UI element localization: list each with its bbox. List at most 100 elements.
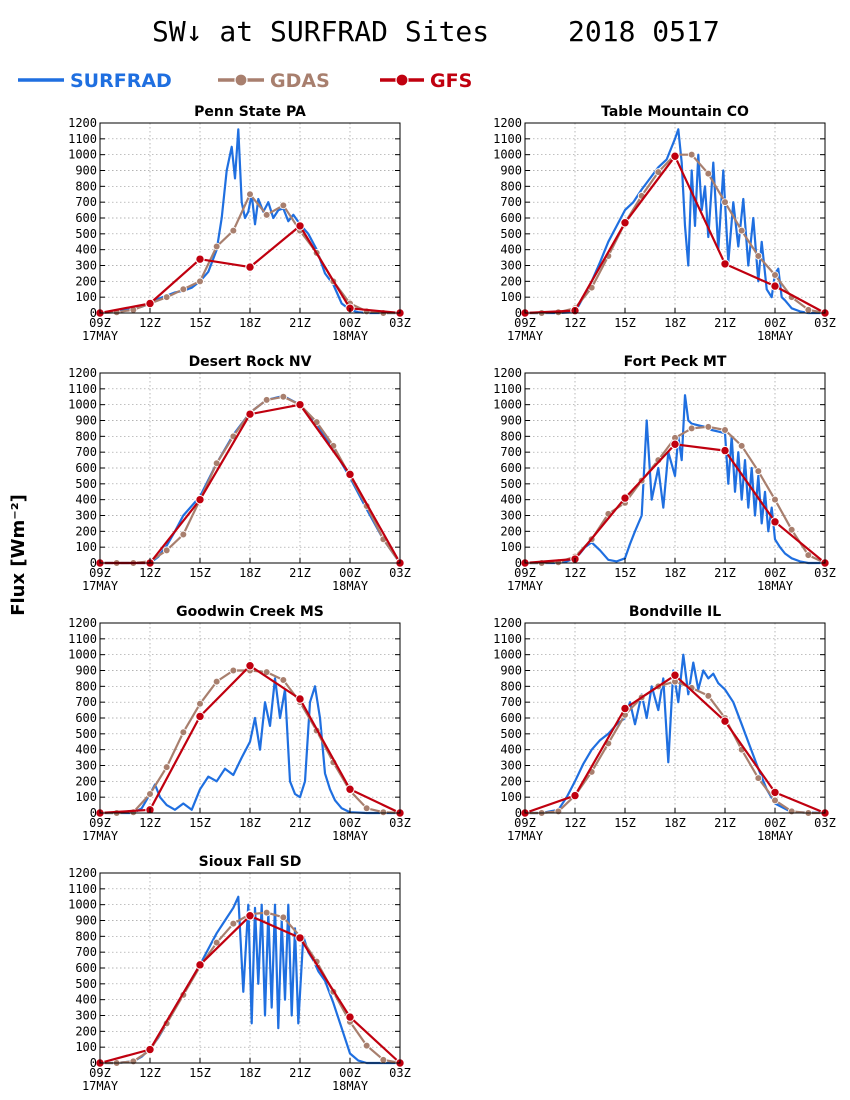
y-tick-label: 400	[75, 993, 97, 1007]
figure-title: SW↓ at SURFRAD Sites	[152, 15, 489, 48]
y-tick-label: 1100	[493, 132, 522, 146]
x-tick-label: 15Z	[189, 816, 211, 830]
y-tick-label: 700	[75, 195, 97, 209]
y-tick-label: 1000	[68, 898, 97, 912]
x-tick-label: 03Z	[389, 1066, 411, 1080]
y-tick-label: 1000	[493, 648, 522, 662]
gfs-point-penn-state-pa	[295, 221, 305, 231]
gdas-point-desert-rock-nv	[162, 546, 171, 555]
gdas-point-fort-peck-mt	[771, 495, 779, 504]
y-tick-label: 300	[75, 509, 97, 523]
legend-gfs-label: GFS	[430, 70, 472, 92]
y-tick-label: 800	[75, 429, 97, 443]
y-tick-label: 0	[515, 306, 522, 320]
y-tick-label: 200	[75, 774, 97, 788]
gfs-point-desert-rock-nv	[295, 399, 305, 410]
y-tick-label: 1200	[68, 616, 97, 630]
y-tick-label: 800	[75, 929, 97, 943]
gfs-point-goodwin-creek-ms	[345, 784, 355, 794]
y-tick-label: 0	[90, 306, 97, 320]
x-tick-label: 03Z	[814, 816, 836, 830]
gdas-point-fort-peck-mt	[804, 551, 813, 559]
y-tick-label: 400	[500, 493, 522, 507]
gdas-point-sioux-fall-sd	[129, 1057, 138, 1066]
x-tick-label: 12Z	[139, 316, 161, 330]
x-tick-label: 12Z	[139, 566, 161, 580]
x-tick-label: 18Z	[239, 816, 261, 830]
gdas-point-penn-state-pa	[179, 285, 188, 294]
panel-goodwin-creek-ms: 0100200300400500600700800900100011001200…	[68, 604, 411, 843]
x-tick-label: 21Z	[714, 566, 736, 580]
y-tick-label: 300	[75, 759, 97, 773]
y-tick-label: 0	[515, 806, 522, 820]
y-tick-label: 1000	[493, 398, 522, 412]
gfs-point-table-mountain-co	[770, 281, 780, 291]
y-tick-label: 700	[500, 445, 522, 459]
panel-desert-rock-nv: 0100200300400500600700800900100011001200…	[68, 354, 411, 593]
y-tick-label: 1200	[493, 116, 522, 130]
x-date-label: 17MAY	[507, 829, 544, 843]
gdas-point-bondville-il	[787, 807, 796, 816]
gfs-point-fort-peck-mt	[620, 493, 630, 503]
panel-table-mountain-co: 0100200300400500600700800900100011001200…	[493, 104, 836, 343]
panel-fort-peck-mt: 0100200300400500600700800900100011001200…	[493, 354, 836, 593]
gdas-point-penn-state-pa	[279, 201, 288, 210]
y-tick-label: 200	[75, 1024, 97, 1038]
y-tick-label: 600	[75, 461, 97, 475]
x-tick-label: 00Z	[764, 316, 786, 330]
panel-title: Penn State PA	[194, 104, 306, 120]
x-tick-label: 12Z	[139, 1066, 161, 1080]
x-tick-label: 09Z	[89, 1066, 111, 1080]
y-tick-label: 200	[500, 274, 522, 288]
gdas-point-table-mountain-co	[737, 226, 746, 235]
y-tick-label: 800	[75, 679, 97, 693]
legend-gdas-label: GDAS	[270, 70, 330, 92]
gfs-point-desert-rock-nv	[245, 409, 255, 419]
gfs-point-table-mountain-co	[720, 259, 730, 269]
gdas-point-fort-peck-mt	[704, 423, 713, 431]
panels: 0100200300400500600700800900100011001200…	[68, 104, 836, 1093]
gdas-point-goodwin-creek-ms	[212, 677, 221, 686]
gdas-point-desert-rock-nv	[262, 396, 271, 404]
y-tick-label: 100	[75, 290, 97, 304]
gfs-point-bondville-il	[570, 790, 580, 801]
gfs-point-table-mountain-co	[670, 151, 680, 161]
y-tick-label: 700	[500, 695, 522, 709]
x-tick-label: 18Z	[239, 316, 261, 330]
y-tick-label: 900	[75, 664, 97, 678]
x-date-label: 17MAY	[82, 579, 119, 593]
y-tick-label: 1000	[68, 648, 97, 662]
surfrad-line-goodwin-creek-ms	[100, 677, 400, 815]
panel-title: Desert Rock NV	[189, 354, 312, 370]
x-tick-label: 12Z	[564, 566, 586, 580]
y-tick-label: 1000	[493, 148, 522, 162]
y-tick-label: 700	[500, 195, 522, 209]
panel-title: Table Mountain CO	[601, 104, 749, 120]
x-tick-label: 21Z	[289, 816, 311, 830]
gfs-point-sioux-fall-sd	[195, 960, 205, 970]
y-tick-label: 400	[500, 243, 522, 257]
x-tick-label: 18Z	[664, 316, 686, 330]
gdas-point-table-mountain-co	[654, 168, 663, 176]
y-tick-label: 500	[500, 227, 522, 241]
legend: SURFRAD GDAS GFS	[18, 70, 472, 92]
y-tick-label: 1100	[493, 632, 522, 646]
gfs-point-goodwin-creek-ms	[245, 661, 255, 671]
x-tick-label: 09Z	[89, 816, 111, 830]
x-tick-label: 00Z	[339, 316, 361, 330]
gfs-point-desert-rock-nv	[195, 494, 205, 505]
x-tick-label: 09Z	[514, 566, 536, 580]
gfs-point-table-mountain-co	[620, 218, 630, 228]
x-tick-label: 21Z	[289, 566, 311, 580]
x-tick-label: 09Z	[514, 816, 536, 830]
x-tick-label: 09Z	[89, 566, 111, 580]
gdas-point-goodwin-creek-ms	[229, 666, 238, 675]
gfs-point-bondville-il	[620, 703, 630, 714]
x-tick-label: 03Z	[389, 566, 411, 580]
y-tick-label: 0	[90, 556, 97, 570]
gdas-point-desert-rock-nv	[279, 392, 288, 401]
y-tick-label: 900	[500, 414, 522, 428]
y-tick-label: 700	[75, 695, 97, 709]
y-tick-label: 500	[75, 727, 97, 741]
